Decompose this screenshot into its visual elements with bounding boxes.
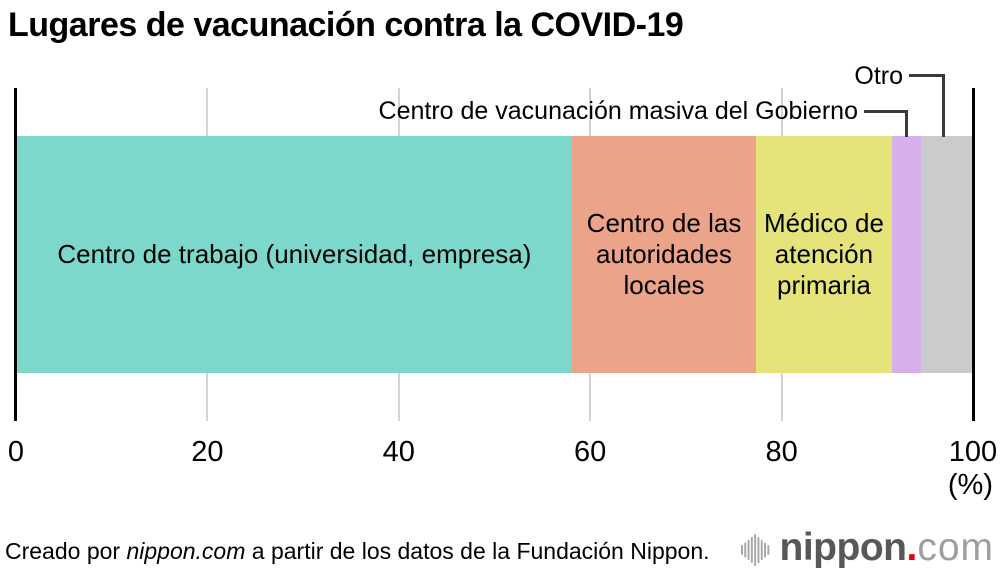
y-axis-line-left <box>14 88 17 421</box>
leader-line-otro-horizontal <box>909 74 944 77</box>
bar-segment-vacunacion-masiva-gobierno <box>891 136 922 373</box>
credit-source: nippon.com <box>126 538 246 564</box>
nippon-com-logo: nippon . com <box>740 525 994 570</box>
bar-segment-centro-de-trabajo: Centro de trabajo (universidad, empresa) <box>17 136 572 373</box>
bar-segment-otro <box>921 136 972 373</box>
callout-label-otro: Otro <box>854 62 903 90</box>
bar-segment-autoridades-locales: Centro de las autoridades locales <box>571 136 757 373</box>
axis-unit-label: (%) <box>947 469 993 501</box>
logo-wordmark: nippon <box>779 526 907 569</box>
x-tick-label-40: 40 <box>382 436 415 468</box>
leader-line-gobierno-horizontal <box>864 110 907 113</box>
y-axis-line-right <box>972 88 975 421</box>
credit-prefix: Creado por <box>5 538 127 564</box>
x-tick-label-80: 80 <box>765 436 798 468</box>
segment-label: Centro de las autoridades locales <box>586 208 742 300</box>
x-tick-label-60: 60 <box>574 436 607 468</box>
x-tick-label-100: 100 <box>948 436 998 468</box>
audio-bars-icon <box>740 533 769 566</box>
logo-dot: . <box>906 526 918 569</box>
callout-label-gobierno: Centro de vacunación masiva del Gobierno <box>378 97 858 125</box>
credit-suffix: a partir de los datos de la Fundación Ni… <box>245 538 710 564</box>
leader-line-gobierno-vertical <box>905 110 908 137</box>
segment-label: Centro de trabajo (universidad, empresa) <box>57 239 532 269</box>
chart-title: Lugares de vacunación contra la COVID-19 <box>8 6 684 44</box>
footer-credit: Creado por nippon.com a partir de los da… <box>5 538 710 565</box>
leader-line-otro-vertical <box>942 74 945 137</box>
logo-tld: com <box>917 526 994 569</box>
bar-segment-medico-atencion-primaria: Médico de atención primaria <box>756 136 892 373</box>
segment-label: Médico de atención primaria <box>763 208 884 300</box>
stacked-bar: Centro de trabajo (universidad, empresa)… <box>17 136 972 373</box>
x-tick-label-20: 20 <box>191 436 224 468</box>
x-tick-label-0: 0 <box>7 436 25 468</box>
